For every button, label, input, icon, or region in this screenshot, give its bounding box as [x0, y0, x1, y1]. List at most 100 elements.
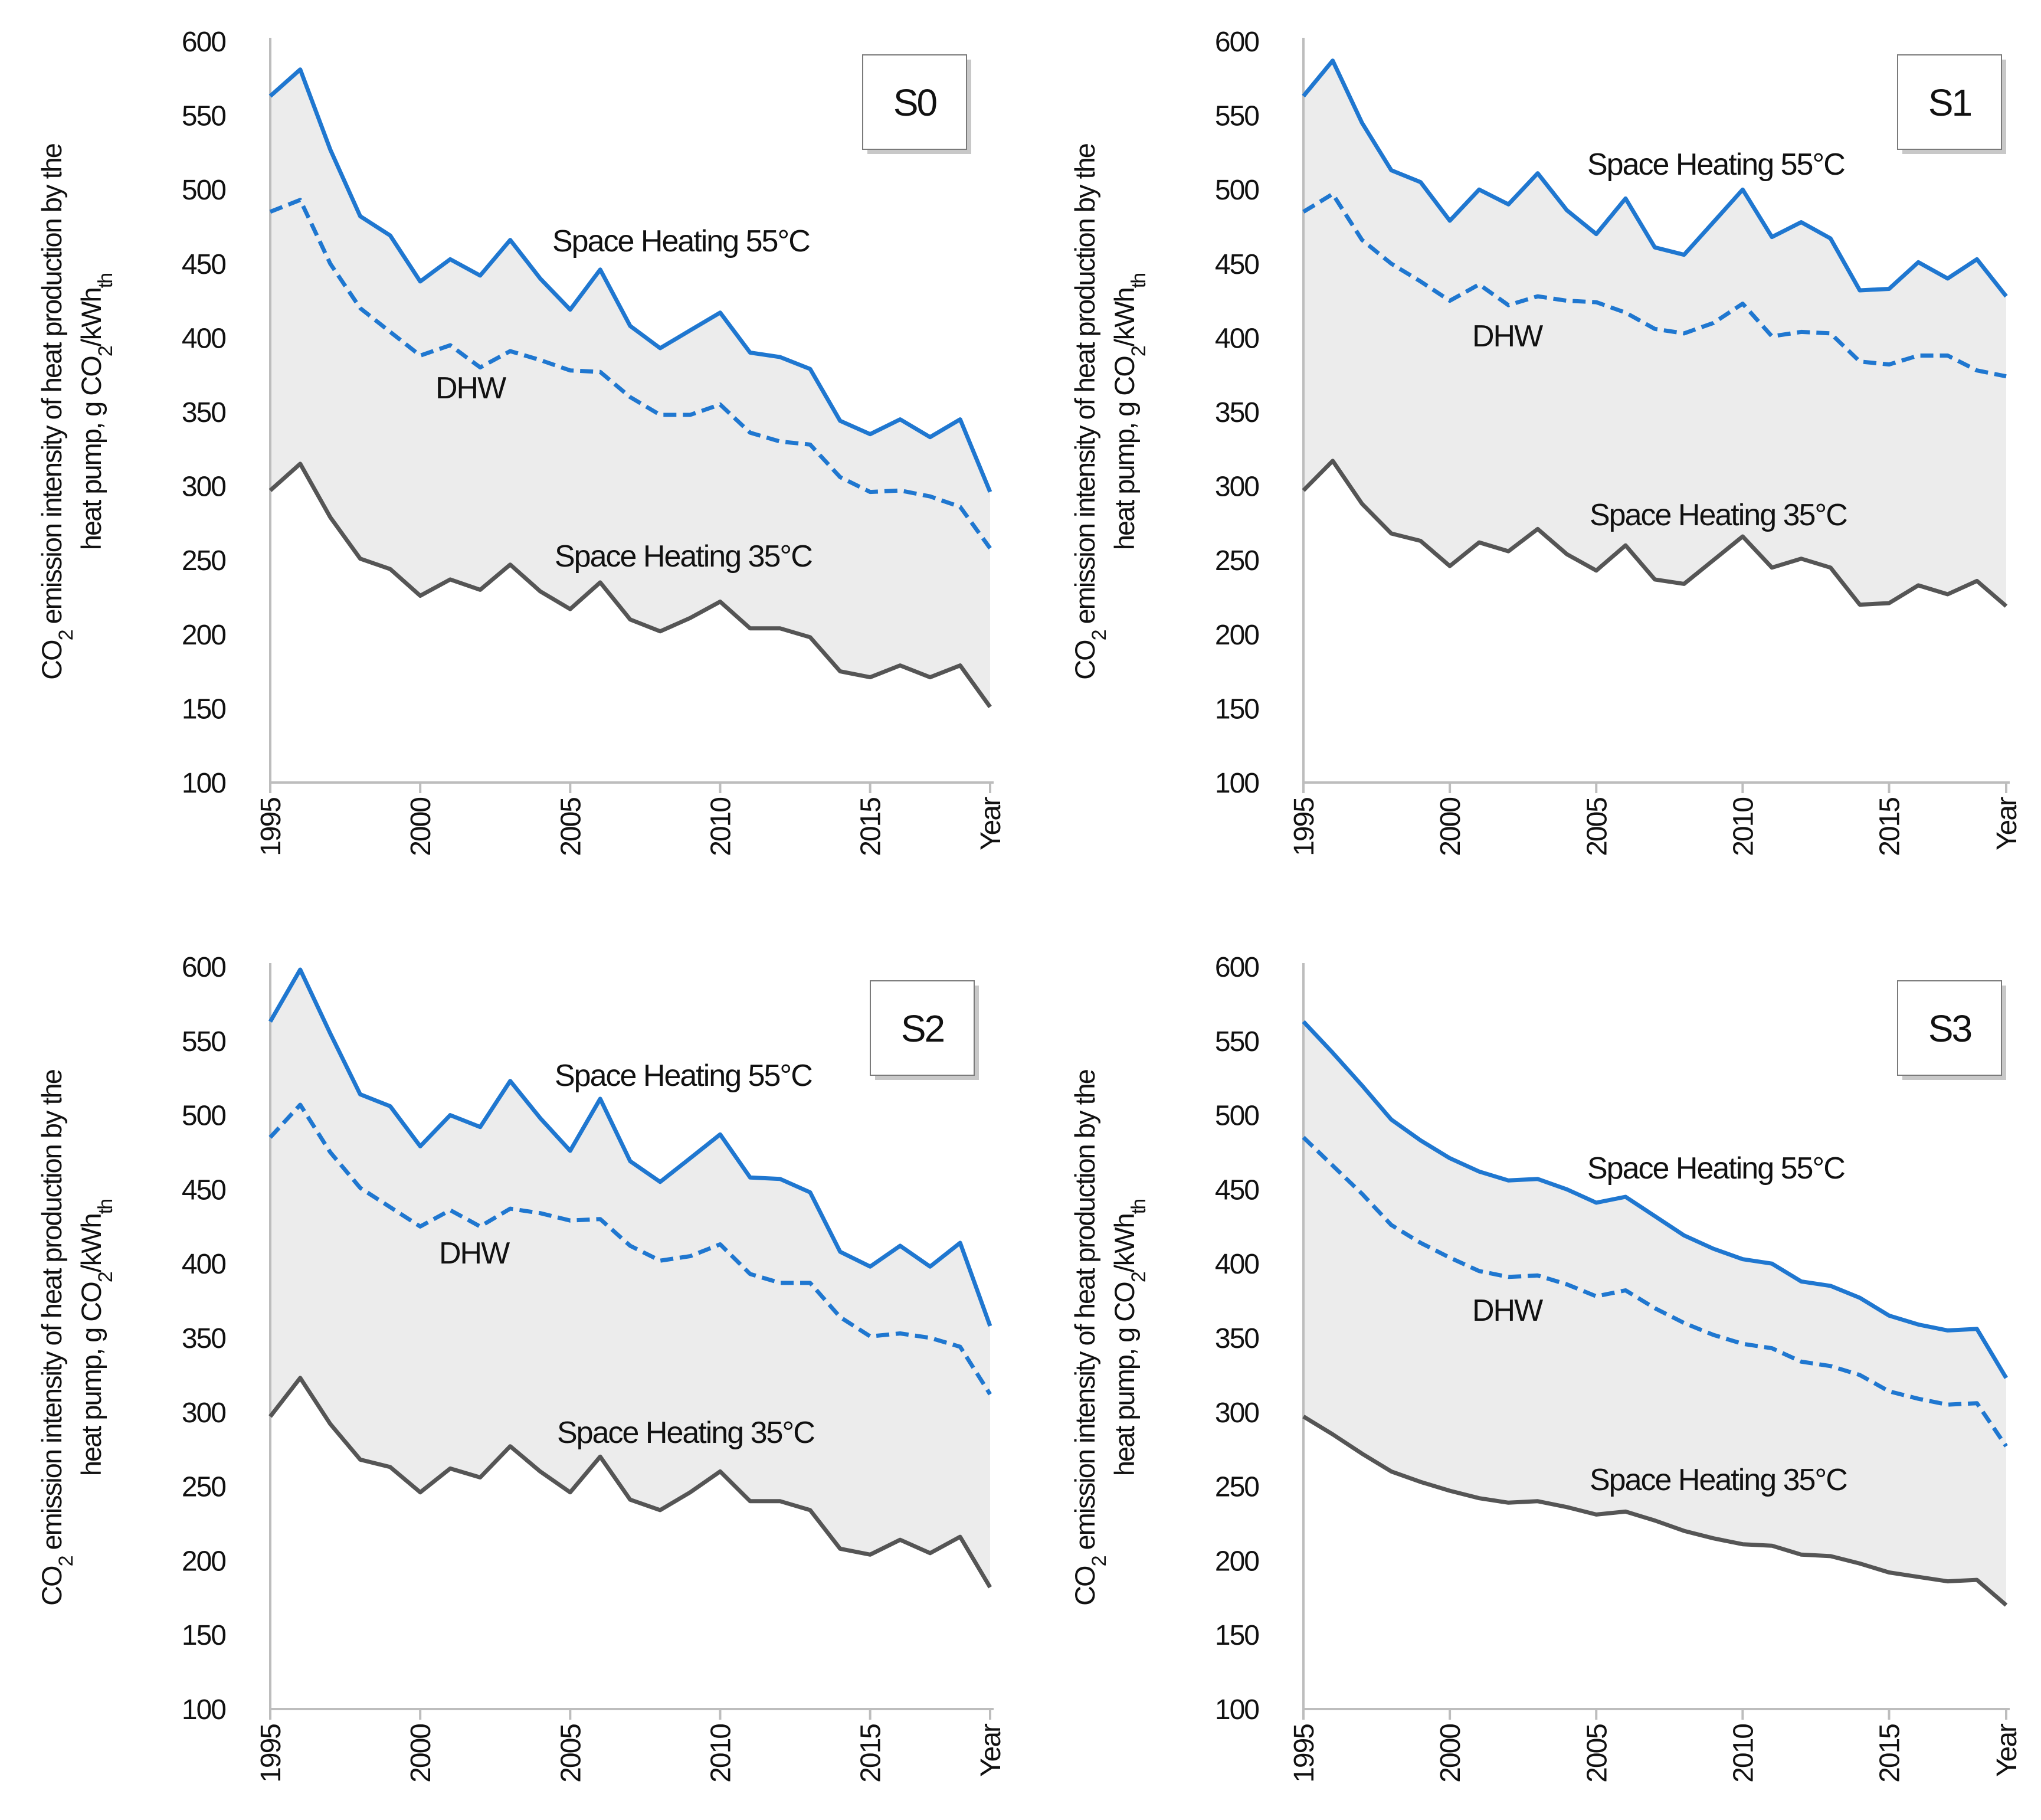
series-label-sh35: Space Heating 35°C: [1590, 498, 1847, 532]
y-tick-label: 300: [1215, 1397, 1259, 1429]
shaded-band: [270, 69, 990, 707]
y-tick-label: 400: [182, 323, 225, 354]
y-tick-label: 250: [182, 545, 225, 577]
x-tick-label: 2000: [405, 798, 437, 856]
y-tick-label: 250: [1215, 1472, 1259, 1503]
y-tick-label: 250: [182, 1472, 225, 1503]
y-tick-label: 250: [1215, 545, 1259, 577]
series-line-sh35: [1302, 459, 2008, 608]
y-tick-label: 100: [1215, 768, 1259, 799]
y-tick-label: 350: [182, 1323, 225, 1354]
y-tick-label: 150: [182, 693, 225, 725]
y-tick-label: 600: [182, 27, 225, 58]
x-tick-label: Year: [975, 1723, 1007, 1777]
x-tick-label: 2000: [1435, 798, 1466, 856]
y-tick-label: 400: [1215, 323, 1259, 354]
y-tick-label: 600: [182, 952, 225, 983]
y-tick-label: 300: [182, 472, 225, 503]
panel-tag: S2: [870, 980, 979, 1080]
y-tick-label: 550: [1215, 1026, 1259, 1058]
y-tick-label: 100: [182, 1694, 225, 1726]
panel-tag: S3: [1897, 980, 2006, 1080]
x-tick-label: 1995: [255, 1724, 287, 1783]
series-label-sh55: Space Heating 55°C: [1587, 1151, 1845, 1186]
panel-tag-text: S3: [1928, 1007, 1971, 1050]
y-tick-label: 350: [1215, 1323, 1259, 1354]
panel-tag-text: S0: [893, 81, 937, 124]
y-tick-label: 100: [1215, 1694, 1259, 1726]
y-axis-title-line2: heat pump, g CO2/kWhth: [76, 1200, 117, 1476]
y-tick-label: 600: [1215, 27, 1259, 58]
y-tick-label: 150: [182, 1620, 225, 1651]
series-label-sh35: Space Heating 35°C: [557, 1416, 814, 1450]
panel-tag: S1: [1897, 54, 2006, 154]
y-tick-label: 500: [182, 1101, 225, 1132]
y-tick-label: 450: [182, 1174, 225, 1206]
panel-tag-box: [862, 54, 967, 150]
panel-tag-box: [1897, 54, 2002, 150]
panel-tag-text: S1: [1928, 81, 1971, 124]
y-axis-title-line2: heat pump, g CO2/kWhth: [1109, 1200, 1150, 1476]
series-label-sh35: Space Heating 35°C: [1590, 1463, 1847, 1497]
x-tick-label: Year: [1991, 1723, 2023, 1777]
y-tick-label: 600: [1215, 952, 1259, 983]
shaded-band: [270, 970, 990, 1587]
series-line-dhw: [1302, 192, 2007, 379]
x-tick-label: 2005: [555, 1724, 587, 1783]
panel-tag-box: [870, 980, 975, 1076]
y-tick-label: 450: [1215, 249, 1259, 280]
y-tick-label: 150: [1215, 1620, 1259, 1651]
y-tick-label: 550: [182, 101, 225, 132]
series-label-sh55: Space Heating 55°C: [1587, 148, 1845, 182]
y-tick-label: 550: [1215, 101, 1259, 132]
series-line-sh55: [1302, 1020, 2009, 1379]
y-tick-label: 150: [1215, 693, 1259, 725]
x-tick-label: 2015: [856, 798, 887, 856]
x-tick-label: Year: [1991, 797, 2023, 850]
series-line-dhw: [268, 1102, 992, 1396]
y-tick-label: 200: [182, 1546, 225, 1577]
x-tick-label: 2010: [1728, 798, 1759, 856]
y-tick-label: 350: [182, 397, 225, 428]
series-label-dhw: DHW: [1472, 319, 1543, 353]
y-axis-title-line1: CO2 emission intensity of heat productio…: [1069, 1069, 1110, 1606]
x-tick-label: 2010: [706, 1724, 737, 1783]
x-tick-label: 2010: [706, 798, 737, 856]
panel-tag: S0: [862, 54, 971, 154]
y-tick-label: 200: [182, 620, 225, 651]
y-tick-label: 500: [182, 175, 225, 206]
y-axis-title-line1: CO2 emission intensity of heat productio…: [1069, 143, 1110, 680]
series-line-sh35: [268, 461, 992, 708]
series-label-sh35: Space Heating 35°C: [555, 539, 812, 574]
y-tick-label: 400: [1215, 1249, 1259, 1280]
series-label-dhw: DHW: [439, 1236, 510, 1271]
y-tick-label: 300: [1215, 472, 1259, 503]
y-axis-title-line1: CO2 emission intensity of heat productio…: [36, 1069, 77, 1606]
x-tick-label: 2015: [1875, 798, 1906, 856]
y-tick-label: 500: [1215, 1101, 1259, 1132]
y-tick-label: 200: [1215, 1546, 1259, 1577]
y-axis-title-line2: heat pump, g CO2/kWhth: [1109, 274, 1150, 550]
series-line-dhw: [269, 198, 992, 550]
x-tick-label: 2005: [1581, 798, 1613, 856]
x-tick-label: 1995: [1289, 798, 1320, 856]
y-tick-label: 450: [182, 249, 225, 280]
panel-tag-text: S2: [901, 1007, 944, 1050]
x-tick-label: Year: [975, 797, 1007, 850]
panel-tag-box: [1897, 980, 2002, 1076]
series-line-sh55: [268, 67, 992, 493]
series-line-sh35: [268, 1376, 992, 1589]
y-tick-label: 300: [182, 1397, 225, 1429]
x-tick-label: 1995: [1289, 1724, 1320, 1783]
series-line-sh55: [1302, 58, 2008, 298]
series-label-sh55: Space Heating 55°C: [552, 224, 810, 258]
x-tick-label: 2015: [856, 1724, 887, 1783]
series-line-sh55: [268, 967, 992, 1327]
x-tick-label: 2005: [555, 798, 587, 856]
y-tick-label: 550: [182, 1026, 225, 1058]
y-tick-label: 450: [1215, 1174, 1259, 1206]
x-tick-label: 2005: [1581, 1724, 1613, 1783]
x-tick-label: 2000: [1435, 1724, 1466, 1783]
x-tick-label: 2010: [1728, 1724, 1759, 1783]
